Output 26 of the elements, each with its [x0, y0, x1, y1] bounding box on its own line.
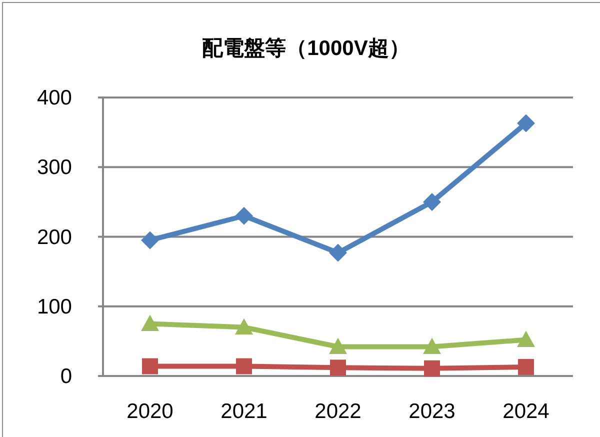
point	[142, 358, 158, 374]
chart-title: 配電盤等（1000V超）	[202, 37, 410, 60]
x-tick-label: 2024	[502, 400, 550, 423]
point	[329, 338, 347, 354]
point	[235, 318, 253, 334]
point	[330, 360, 346, 376]
y-tick-label: 100	[36, 295, 72, 318]
y-tick-label: 300	[36, 156, 72, 180]
point	[517, 330, 535, 347]
point	[235, 206, 253, 225]
point	[518, 358, 534, 375]
point	[329, 244, 347, 262]
y-tick-label: 200	[36, 226, 72, 249]
point	[141, 314, 159, 331]
point	[424, 360, 440, 376]
point	[423, 338, 441, 354]
y-tick-label: 400	[36, 86, 72, 110]
x-tick-label: 2021	[220, 400, 268, 423]
point	[236, 358, 252, 374]
y-tick-label: 0	[60, 365, 72, 388]
point	[517, 114, 535, 132]
point	[141, 231, 159, 250]
x-tick-label: 2020	[126, 400, 174, 423]
x-tick-label: 2023	[408, 400, 456, 423]
point	[423, 192, 441, 211]
x-tick-label: 2022	[314, 400, 362, 423]
